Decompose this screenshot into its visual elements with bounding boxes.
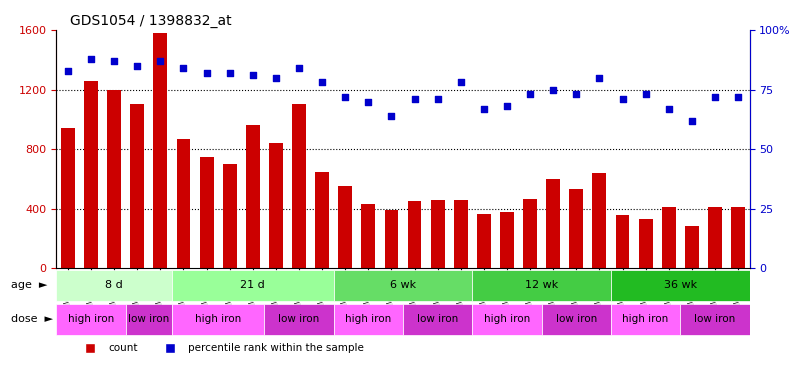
Point [85,56,98,62]
FancyBboxPatch shape [334,304,403,335]
Text: 12 wk: 12 wk [525,280,559,290]
Bar [246,125,260,268]
Bar [662,207,675,268]
FancyBboxPatch shape [472,270,611,301]
Point [223,70,236,76]
FancyBboxPatch shape [172,270,334,301]
Point [685,118,698,124]
Text: high iron: high iron [622,315,669,324]
Point [385,113,398,119]
FancyBboxPatch shape [334,270,472,301]
Point [546,87,559,93]
Bar [546,179,560,268]
Text: high iron: high iron [345,315,392,324]
Bar [731,207,745,268]
Bar [616,215,629,268]
Bar [408,201,422,268]
FancyBboxPatch shape [472,304,542,335]
Text: low iron: low iron [555,315,597,324]
Text: low iron: low iron [417,315,459,324]
Point [200,70,213,76]
Point [663,106,675,112]
Point [408,96,421,102]
Bar [454,200,467,268]
Point [177,65,190,71]
Bar [430,200,445,268]
Text: high iron: high iron [195,315,241,324]
Bar [292,105,306,268]
Bar [131,105,144,268]
Point [501,103,513,109]
Text: dose  ►: dose ► [11,315,53,324]
FancyBboxPatch shape [611,304,680,335]
Bar [361,204,376,268]
FancyBboxPatch shape [56,270,172,301]
Text: GDS1054 / 1398832_at: GDS1054 / 1398832_at [70,13,232,28]
Bar [107,90,121,268]
Text: low iron: low iron [128,315,169,324]
Bar [477,214,491,268]
Point [293,65,305,71]
FancyBboxPatch shape [611,270,750,301]
Text: 21 d: 21 d [240,280,265,290]
Bar [569,189,584,268]
Point [593,75,606,81]
Text: 8 d: 8 d [106,280,123,290]
Point [708,94,721,100]
Text: age  ►: age ► [11,280,48,290]
FancyBboxPatch shape [542,304,611,335]
Point [61,68,74,74]
Bar [685,226,699,268]
Bar [222,164,237,268]
Text: 36 wk: 36 wk [663,280,697,290]
Point [154,58,167,64]
Point [616,96,629,102]
Text: high iron: high iron [484,315,530,324]
FancyBboxPatch shape [264,304,334,335]
Bar [153,33,168,268]
Text: low iron: low iron [278,315,320,324]
Bar [638,219,653,268]
Point [639,92,652,98]
Point [524,92,537,98]
Point [339,94,351,100]
Bar [200,157,214,268]
Point [570,92,583,98]
Text: low iron: low iron [694,315,736,324]
Text: 6 wk: 6 wk [390,280,416,290]
Text: high iron: high iron [68,315,114,324]
FancyBboxPatch shape [126,304,172,335]
FancyBboxPatch shape [403,304,472,335]
Bar [269,143,283,268]
Point [477,106,490,112]
FancyBboxPatch shape [172,304,264,335]
Point [431,96,444,102]
Bar [592,173,606,268]
Point [316,80,329,86]
Point [362,99,375,105]
Bar [384,210,398,268]
Point [247,72,260,78]
Point [269,75,282,81]
Bar [315,171,329,268]
Bar [177,139,190,268]
Bar [61,128,75,268]
Point [131,63,143,69]
Bar [523,199,537,268]
Point [108,58,121,64]
Bar [339,186,352,268]
Bar [500,212,514,268]
FancyBboxPatch shape [680,304,750,335]
Bar [708,207,722,268]
Point [455,80,467,86]
Bar [84,81,98,268]
FancyBboxPatch shape [56,304,126,335]
Point [732,94,745,100]
Legend: count, percentile rank within the sample: count, percentile rank within the sample [76,339,368,357]
